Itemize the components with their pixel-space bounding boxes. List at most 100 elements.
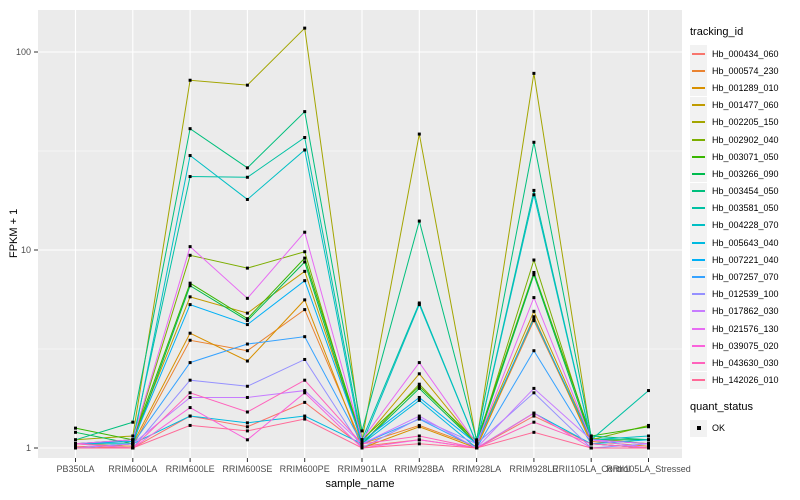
data-point	[245, 342, 249, 346]
data-point	[303, 400, 307, 404]
data-point	[74, 438, 77, 442]
color-line-icon	[692, 379, 705, 382]
data-point	[589, 442, 593, 446]
data-point	[188, 303, 192, 307]
data-point	[417, 384, 421, 388]
y-axis-title: FPKM + 1	[8, 208, 20, 258]
legend-label: Hb_003581_050	[712, 203, 779, 214]
legend-item-Hb_005643_040: Hb_005643_040	[690, 234, 800, 252]
data-point	[303, 414, 307, 418]
legend-key-line-icon	[690, 113, 707, 131]
x-tick-label: RRIM600LE	[166, 464, 215, 474]
data-point	[532, 296, 536, 300]
legend-item-Hb_142026_010: Hb_142026_010	[690, 371, 800, 389]
data-point	[417, 372, 421, 376]
data-point	[360, 429, 364, 433]
y-tick-label: 100	[16, 47, 31, 57]
legend-key-line-icon	[690, 165, 707, 183]
data-point	[245, 197, 249, 201]
data-point	[532, 317, 536, 321]
data-point	[188, 284, 192, 288]
data-point	[245, 317, 249, 321]
data-point	[647, 446, 650, 450]
data-point	[303, 260, 307, 264]
data-point	[188, 423, 192, 427]
legend-key-line-icon	[690, 371, 707, 389]
color-line-icon	[692, 172, 705, 175]
data-point	[303, 298, 307, 302]
data-point	[532, 391, 536, 395]
data-point	[589, 446, 593, 450]
data-point	[74, 426, 77, 430]
color-line-icon	[692, 138, 705, 141]
x-tick-label: RRIM928LE	[509, 464, 558, 474]
data-point	[303, 357, 307, 361]
legend-key-line-icon	[690, 354, 707, 372]
data-point	[417, 132, 421, 136]
quant-ok-key	[690, 419, 707, 437]
black-square-marker-icon	[696, 426, 701, 431]
data-point	[532, 411, 536, 415]
legend-label: Hb_004228_070	[712, 220, 779, 231]
legend-item-Hb_003454_050: Hb_003454_050	[690, 182, 800, 200]
data-point	[532, 188, 536, 192]
data-point	[475, 442, 479, 446]
data-point	[245, 266, 249, 270]
data-point	[532, 315, 536, 319]
data-point	[131, 446, 135, 450]
color-line-icon	[692, 155, 705, 158]
data-point	[532, 71, 536, 75]
legend-label: OK	[712, 423, 726, 434]
color-line-icon	[692, 121, 705, 124]
data-point	[360, 438, 364, 442]
data-point	[647, 389, 650, 393]
data-point	[188, 406, 192, 410]
data-point	[245, 296, 249, 300]
legend-label: Hb_001289_010	[712, 82, 779, 93]
legend-key-line-icon	[690, 302, 707, 320]
legend-key-line-icon	[690, 45, 707, 63]
legend-item-ok: OK	[690, 419, 800, 437]
data-point	[589, 434, 593, 438]
data-point	[532, 270, 536, 274]
data-point	[303, 110, 307, 114]
legend-label: Hb_005643_040	[712, 237, 779, 248]
legend-label: Hb_012539_100	[712, 289, 779, 300]
x-axis-title: sample_name	[325, 478, 395, 490]
legend-item-Hb_001477_060: Hb_001477_060	[690, 96, 800, 114]
legend-title-tracking-id: tracking_id	[690, 26, 744, 38]
data-point	[532, 349, 536, 353]
data-point	[245, 175, 249, 179]
legend-key-line-icon	[690, 234, 707, 252]
data-point	[245, 166, 249, 170]
color-line-icon	[692, 293, 705, 296]
data-point	[417, 416, 421, 420]
data-point	[589, 438, 593, 442]
legend-key-line-icon	[690, 320, 707, 338]
legend-key-line-icon	[690, 62, 707, 80]
legend-label: Hb_007257_070	[712, 272, 779, 283]
data-point	[532, 414, 536, 418]
legend-key-line-icon	[690, 285, 707, 303]
color-line-icon	[692, 310, 705, 313]
legend-label: Hb_021576_130	[712, 323, 779, 334]
legend-label: Hb_000574_230	[712, 65, 779, 76]
data-point	[245, 429, 249, 433]
data-point	[245, 425, 249, 429]
data-point	[303, 378, 307, 382]
data-point	[131, 442, 135, 446]
legend-item-Hb_007221_040: Hb_007221_040	[690, 251, 800, 269]
data-point	[188, 127, 192, 131]
data-point	[303, 135, 307, 139]
color-line-icon	[692, 52, 705, 55]
data-point	[303, 148, 307, 152]
x-tick-label: RRIM928BA	[394, 464, 444, 474]
color-line-icon	[692, 190, 705, 193]
data-point	[245, 323, 249, 327]
data-point	[188, 391, 192, 395]
data-point	[647, 444, 650, 448]
legend-label: Hb_002205_150	[712, 117, 779, 128]
data-point	[417, 382, 421, 386]
data-point	[131, 434, 135, 438]
